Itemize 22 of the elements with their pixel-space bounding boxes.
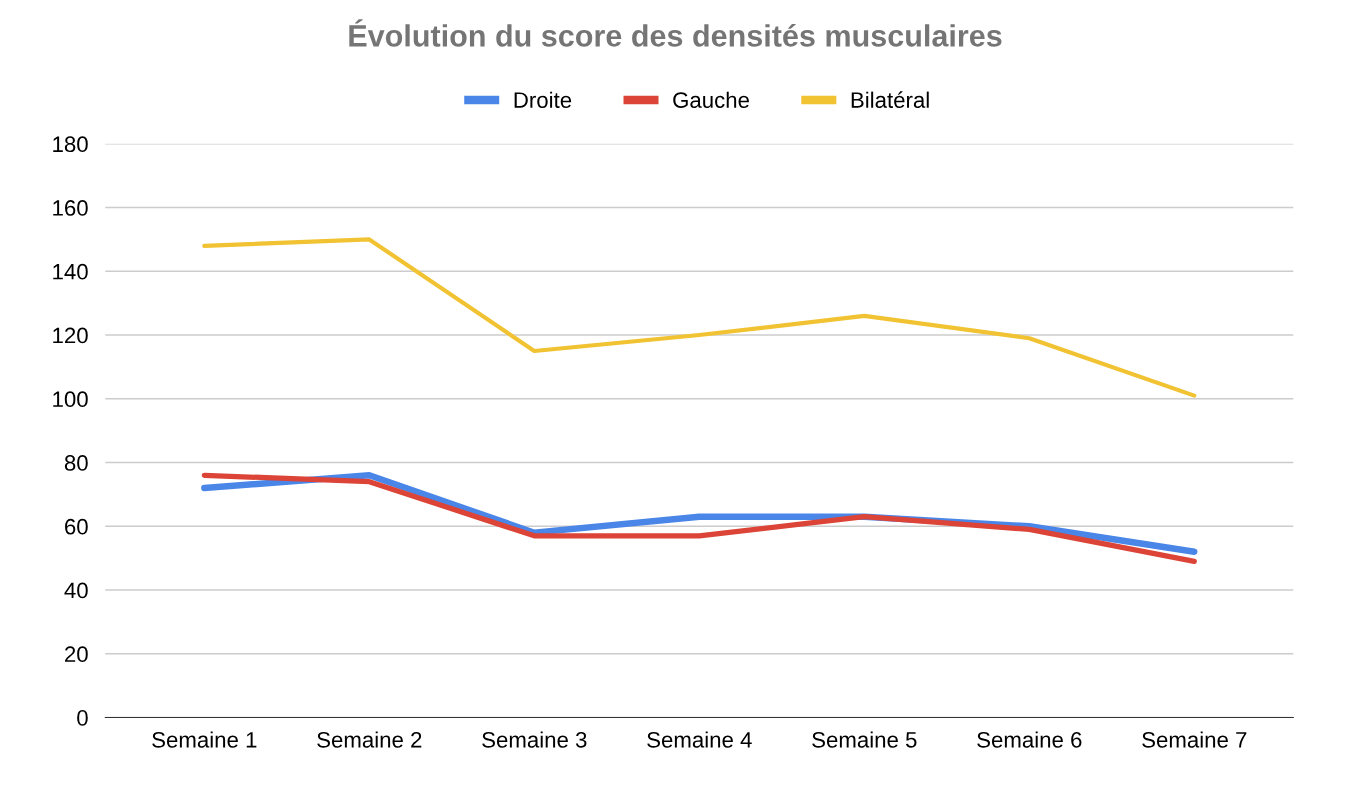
x-tick-label: Semaine 4 bbox=[647, 731, 752, 748]
legend-label: Droite bbox=[514, 91, 572, 108]
y-tick-label: 0 bbox=[77, 710, 88, 726]
legend-label: Gauche bbox=[673, 91, 749, 108]
x-tick-label: Semaine 6 bbox=[977, 731, 1082, 748]
x-tick-label: Semaine 1 bbox=[152, 731, 257, 748]
y-tick-label: 60 bbox=[65, 518, 88, 535]
y-tick-label: 100 bbox=[53, 391, 88, 408]
y-tick-label: 20 bbox=[65, 646, 88, 663]
y-tick-label: 160 bbox=[53, 200, 88, 216]
y-tick-label: 180 bbox=[53, 136, 88, 153]
y-tick-label: 140 bbox=[53, 263, 88, 280]
y-tick-label: 40 bbox=[64, 582, 88, 599]
x-tick-label: Semaine 7 bbox=[1142, 731, 1247, 748]
x-tick-label: Semaine 5 bbox=[812, 731, 917, 748]
x-tick-label: Semaine 3 bbox=[482, 731, 587, 748]
chart-title: Évolution du score des densités musculaires bbox=[349, 19, 1002, 47]
line-series bbox=[202, 237, 1197, 398]
y-tick-label: 120 bbox=[53, 327, 88, 344]
y-tick-label: 80 bbox=[64, 455, 88, 471]
x-tick-label: Semaine 2 bbox=[317, 731, 422, 748]
legend-label: Bilatéral bbox=[851, 91, 929, 108]
